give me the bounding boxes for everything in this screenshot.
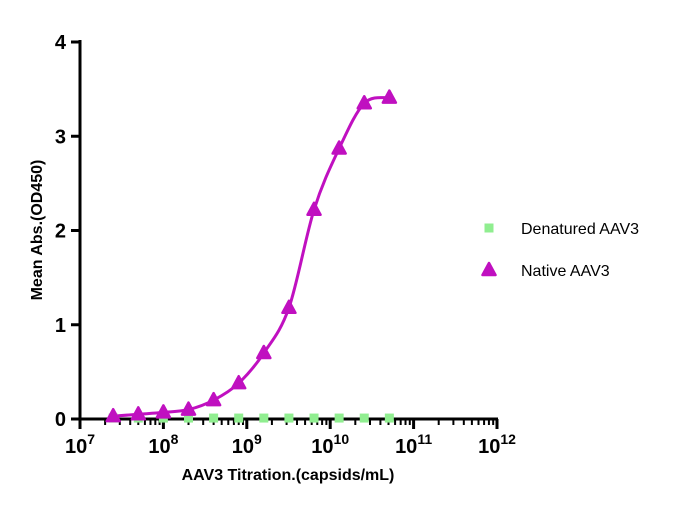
x-axis-title: AAV3 Titration.(capsids/mL) xyxy=(182,467,395,484)
data-point-triangle xyxy=(281,299,297,315)
y-tick-label: 4 xyxy=(55,32,67,54)
x-tick-base: 10 xyxy=(395,436,417,458)
data-point-triangle xyxy=(130,406,147,421)
legend-label: Native AAV3 xyxy=(521,263,610,280)
data-point-square xyxy=(359,413,369,423)
data-point-square xyxy=(209,413,219,423)
x-tick-label: 1012 xyxy=(478,431,516,458)
data-point-triangle xyxy=(381,89,398,104)
data-point-square xyxy=(234,413,244,423)
data-point-square xyxy=(184,413,194,423)
x-tick-label: 1010 xyxy=(311,431,349,458)
x-tick-label: 1011 xyxy=(395,431,432,458)
x-tick-base: 10 xyxy=(148,436,170,458)
data-point-triangle xyxy=(331,140,347,155)
y-tick-label: 2 xyxy=(55,221,66,243)
legend-label: Denatured AAV3 xyxy=(521,221,639,238)
data-point-triangle xyxy=(306,201,322,217)
legend-marker xyxy=(484,223,494,233)
y-axis-title: Mean Abs.(OD450) xyxy=(29,160,46,301)
x-tick-label: 108 xyxy=(148,431,178,458)
fit-curves xyxy=(113,96,390,418)
data-point-triangle xyxy=(256,344,272,360)
data-point-square xyxy=(384,413,394,423)
x-tick-exponent: 10 xyxy=(334,431,350,447)
y-tick-label: 0 xyxy=(55,409,66,431)
fit-curve xyxy=(113,96,390,418)
data-point-triangle xyxy=(230,374,247,390)
x-tick-exponent: 9 xyxy=(254,431,262,447)
x-tick-label: 109 xyxy=(232,431,262,458)
data-point-square xyxy=(334,413,344,423)
data-point-triangle xyxy=(205,391,222,407)
data-points xyxy=(105,89,398,423)
legend: Denatured AAV3 Native AAV3 xyxy=(481,221,639,280)
data-point-square xyxy=(259,413,269,423)
x-tick-exponent: 8 xyxy=(171,431,179,447)
x-tick-base: 10 xyxy=(478,436,500,458)
data-point-triangle xyxy=(155,404,172,419)
data-point-triangle xyxy=(180,401,197,416)
x-tick-base: 10 xyxy=(232,436,254,458)
data-point-square xyxy=(284,413,294,423)
data-point-square xyxy=(309,413,319,423)
y-tick-label: 3 xyxy=(55,126,66,148)
x-tick-base: 10 xyxy=(65,436,87,458)
x-tick-label: 107 xyxy=(65,431,95,458)
x-tick-exponent: 11 xyxy=(417,431,432,447)
data-point-triangle xyxy=(105,407,121,423)
legend-marker xyxy=(481,261,497,277)
data-point-triangle xyxy=(356,95,372,110)
y-tick-label: 1 xyxy=(55,315,66,337)
x-tick-base: 10 xyxy=(311,436,333,458)
x-tick-exponent: 12 xyxy=(500,431,516,447)
x-tick-exponent: 7 xyxy=(87,431,95,447)
